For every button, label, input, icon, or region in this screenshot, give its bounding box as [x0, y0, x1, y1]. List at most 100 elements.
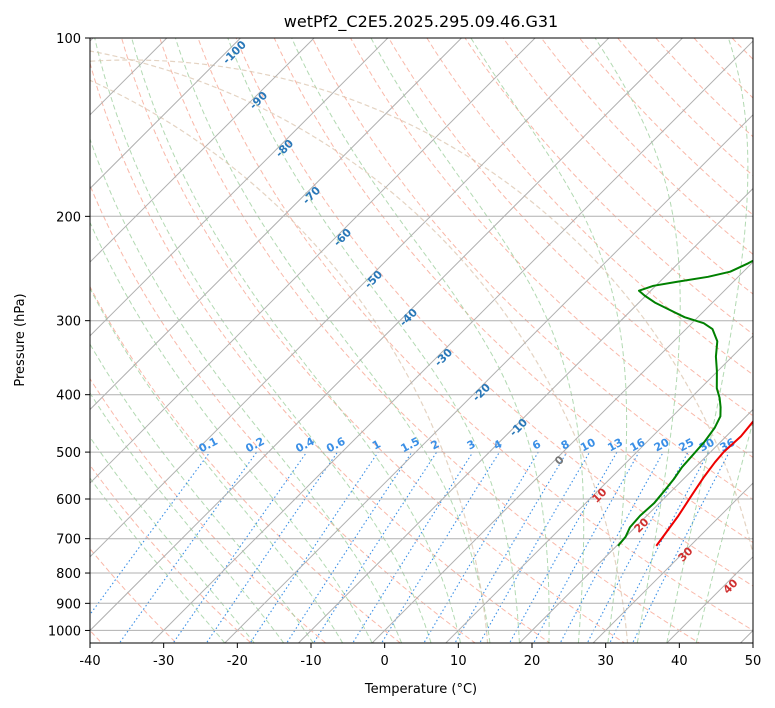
- isotherm-label: -60: [331, 226, 354, 249]
- dry-adiabat: [388, 38, 753, 417]
- dry-adiabat: [235, 38, 753, 587]
- isotherm-label: -50: [362, 268, 385, 291]
- dry-adiabat: [90, 285, 402, 643]
- moist-adiabat: [174, 38, 491, 643]
- mixing-ratio-label: 10: [578, 436, 598, 455]
- dry-adiabat: [90, 61, 551, 643]
- mixing-ratio-line: [172, 451, 308, 643]
- x-tick-label: -10: [300, 654, 321, 669]
- isotherm-line: [150, 40, 753, 643]
- isotherm-line: [90, 38, 536, 484]
- moist-adiabat: [291, 38, 550, 643]
- moist-adiabat: [90, 477, 226, 643]
- dry-adiabat: [464, 38, 753, 335]
- dry-adiabat: [655, 38, 753, 138]
- dry-adiabat: [426, 38, 753, 376]
- mixing-ratio-label: 6: [530, 437, 543, 452]
- moist-adiabat: [131, 38, 461, 643]
- x-tick-label: 10: [450, 654, 467, 669]
- dry-adiabat: [616, 38, 753, 177]
- x-tick-label: -20: [227, 654, 248, 669]
- moist-adiabats: [90, 38, 753, 643]
- mixing-ratio-line: [380, 451, 500, 643]
- mixing-ratio-label: 16: [628, 436, 648, 455]
- dry-adiabat: [731, 38, 753, 60]
- y-tick-label: 200: [56, 210, 81, 225]
- far-curve: [90, 50, 629, 643]
- dry-adiabat: [197, 38, 753, 632]
- plot-frame: [89, 37, 754, 644]
- moist-adiabat: [695, 419, 753, 643]
- y-tick-label: 400: [56, 389, 81, 404]
- x-tick-label: 0: [381, 654, 389, 669]
- moist-adiabat: [90, 287, 344, 643]
- isotherm-label: -90: [247, 89, 270, 112]
- moist-adiabat: [90, 343, 314, 643]
- mixing-ratio-line: [454, 451, 568, 643]
- isotherm-line: [90, 38, 463, 411]
- x-tick-label: 50: [745, 654, 762, 669]
- grid-lines: [90, 38, 753, 643]
- mixing-ratio-label: 13: [605, 436, 625, 455]
- mixing-ratio-line: [586, 451, 689, 643]
- dry-adiabat: [502, 38, 753, 295]
- dry-adiabat: [311, 38, 753, 501]
- isotherm-label: -20: [470, 381, 493, 404]
- moist-adiabat: [227, 38, 520, 643]
- y-tick-label: 1000: [48, 624, 81, 639]
- mixing-ratio-line: [249, 451, 379, 643]
- mixing-ratio-label: 36: [718, 436, 738, 455]
- mixing-ratio-line: [352, 451, 474, 643]
- y-tick-label: 100: [56, 32, 81, 47]
- dewpoint-profile: [617, 259, 753, 547]
- moist-adiabat: [90, 436, 255, 643]
- plot-area: 0.1 0.2 0.4 0.6 1 1.5 2 3 4 6 8 10 13 16 20 25 30 36-100-…: [90, 38, 753, 643]
- far-curve: [90, 59, 753, 557]
- y-tick-label: 800: [56, 567, 81, 582]
- y-tick-label: 500: [56, 446, 81, 461]
- x-tick-label: 40: [671, 654, 688, 669]
- profile-series: [617, 259, 753, 547]
- moist-adiabat: [90, 221, 373, 643]
- temperature-profile: [655, 420, 753, 547]
- mixing-ratio-line: [631, 451, 730, 643]
- x-axis: -40 -30 -20 -10 0 10 20 30 40 50: [79, 643, 761, 669]
- mixing-ratio-label: 30: [697, 436, 717, 455]
- moist-adiabat: [94, 38, 432, 643]
- y-tick-label: 900: [56, 597, 81, 612]
- chart-title: wetPf2_C2E5.2025.295.09.46.G31: [284, 12, 558, 32]
- x-tick-label: 20: [524, 654, 541, 669]
- isotherm-label: 40: [721, 576, 741, 596]
- mixing-ratio-line: [423, 451, 539, 643]
- isotherm-line: [90, 38, 684, 632]
- mixing-ratio-line: [118, 451, 258, 643]
- isotherm-line: [90, 38, 315, 263]
- isotherm-line: [90, 38, 242, 190]
- y-tick-label: 300: [56, 315, 81, 330]
- dry-adiabat: [159, 38, 701, 643]
- mixing-ratio-line: [205, 451, 338, 643]
- mixing-ratio-label: 25: [677, 436, 697, 455]
- isotherm-label: -30: [432, 346, 455, 369]
- isotherm-line: [592, 482, 753, 643]
- dry-adiabat: [90, 464, 252, 643]
- mixing-ratio-line: [312, 451, 438, 643]
- isotherm-label: 20: [632, 515, 652, 535]
- y-tick-label: 600: [56, 493, 81, 508]
- x-tick-label: 30: [597, 654, 614, 669]
- isotherm-label: -80: [273, 137, 296, 160]
- isotherm-line: [90, 38, 168, 116]
- mixing-ratio-line: [90, 451, 211, 616]
- mixing-ratio-label: 4: [491, 437, 504, 452]
- x-tick-label: -40: [79, 654, 100, 669]
- mixing-ratio-label: 2: [429, 437, 442, 452]
- moist-adiabat: [370, 38, 585, 643]
- mixing-ratio-line: [286, 451, 413, 643]
- y-axis: 1000 900 800 700 600 500 400 300 200 100: [48, 32, 90, 639]
- isotherm-line: [224, 114, 753, 643]
- y-tick-label: 700: [56, 533, 81, 548]
- isotherm-label: 10: [590, 485, 610, 505]
- dry-adiabat: [121, 38, 626, 643]
- x-axis-label: Temperature (°C): [364, 682, 477, 697]
